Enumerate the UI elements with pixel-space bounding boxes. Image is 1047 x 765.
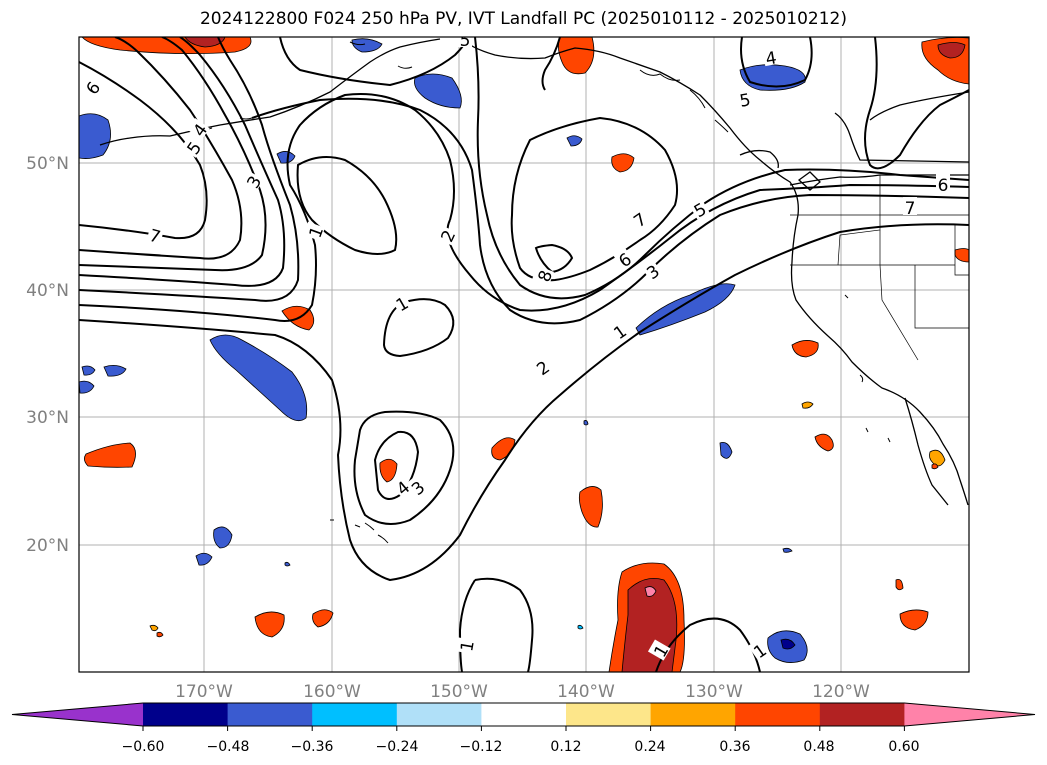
lat-label-50n: 50°N xyxy=(26,154,69,174)
colorbar: −0.60 −0.48 −0.36 −0.24 −0.12 0.12 0.24 … xyxy=(11,702,1036,755)
colorbar-segments xyxy=(11,702,1036,731)
lat-label-30n: 30°N xyxy=(26,408,69,428)
map-frame xyxy=(78,36,970,673)
lon-label-170w: 170°W xyxy=(175,682,233,702)
contour-label-1: 1 xyxy=(457,639,479,653)
lon-label-160w: 160°W xyxy=(303,682,361,702)
contour-label-5: 5 xyxy=(460,31,471,51)
islands xyxy=(199,41,891,544)
colorbar-extend-min xyxy=(12,703,143,726)
lat-label-40n: 40°N xyxy=(26,281,69,301)
colorbar-tick-label: 0.12 xyxy=(550,739,581,755)
coastlines xyxy=(99,37,969,506)
colorbar-segment xyxy=(566,703,652,726)
colorbar-segment xyxy=(819,703,905,726)
colorbar-tick-label: −0.36 xyxy=(291,739,334,755)
colorbar-tick-label: −0.48 xyxy=(207,739,250,755)
pv-contours xyxy=(79,37,969,672)
colorbar-tick-label: 0.36 xyxy=(719,739,750,755)
lon-label-150w: 150°W xyxy=(430,682,488,702)
colorbar-extend-max xyxy=(904,703,1035,726)
colorbar-tick-label: 0.60 xyxy=(888,739,919,755)
colorbar-tick-label: −0.24 xyxy=(376,739,419,755)
colorbar-segment xyxy=(481,703,567,726)
longitude-labels: 170°W 160°W 150°W 140°W 130°W 120°W xyxy=(175,682,870,702)
map-title: 2024122800 F024 250 hPa PV, IVT Landfall… xyxy=(199,9,847,29)
gridlines xyxy=(79,37,969,672)
colorbar-tick-label: −0.60 xyxy=(122,739,165,755)
colorbar-segment xyxy=(312,703,398,726)
colorbar-segment xyxy=(735,703,821,726)
colorbar-segment xyxy=(650,703,736,726)
lon-label-140w: 140°W xyxy=(557,682,615,702)
colorbar-segment xyxy=(143,703,229,726)
lat-label-20n: 20°N xyxy=(26,536,69,556)
contour-label-4: 4 xyxy=(764,48,778,70)
lon-label-130w: 130°W xyxy=(685,682,743,702)
contour-label-5: 5 xyxy=(738,90,752,112)
colorbar-tick-label: 0.24 xyxy=(634,739,665,755)
colorbar-tick-label: −0.12 xyxy=(460,739,503,755)
positive-anomaly-patches xyxy=(81,37,969,672)
colorbar-segment xyxy=(396,703,482,726)
contour-label-7: 7 xyxy=(905,199,916,219)
state-borders xyxy=(790,175,969,361)
colorbar-tick-labels: −0.60 −0.48 −0.36 −0.24 −0.12 0.12 0.24 … xyxy=(122,739,920,755)
colorbar-tick-label: 0.48 xyxy=(803,739,834,755)
colorbar-segment xyxy=(227,703,313,726)
latitude-labels: 50°N 40°N 30°N 20°N xyxy=(26,154,69,556)
contour-label-6: 6 xyxy=(938,176,949,196)
contour-label-7: 7 xyxy=(147,226,163,248)
lon-label-120w: 120°W xyxy=(812,682,870,702)
map-frame-bg xyxy=(79,37,969,672)
